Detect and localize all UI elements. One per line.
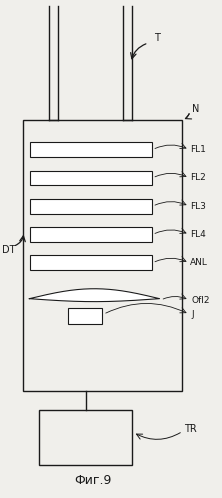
- Text: Фиг.9: Фиг.9: [75, 475, 112, 488]
- Bar: [23, 120, 182, 390]
- Polygon shape: [29, 289, 160, 302]
- Bar: [30, 227, 152, 242]
- Text: Ofl2: Ofl2: [192, 296, 210, 305]
- Bar: [39, 410, 132, 465]
- Bar: [68, 308, 102, 324]
- Text: FL1: FL1: [190, 145, 206, 154]
- Text: TR: TR: [184, 424, 196, 434]
- Text: DT: DT: [2, 246, 15, 255]
- Bar: [30, 142, 152, 157]
- Text: ANL: ANL: [190, 258, 208, 267]
- Text: N: N: [192, 104, 199, 114]
- Text: FL2: FL2: [190, 173, 206, 182]
- Bar: [30, 170, 152, 185]
- Text: J: J: [192, 310, 194, 319]
- Text: FL3: FL3: [190, 202, 206, 211]
- Bar: [30, 199, 152, 214]
- Text: FL4: FL4: [190, 230, 206, 239]
- Bar: [30, 255, 152, 270]
- Text: T: T: [154, 33, 160, 43]
